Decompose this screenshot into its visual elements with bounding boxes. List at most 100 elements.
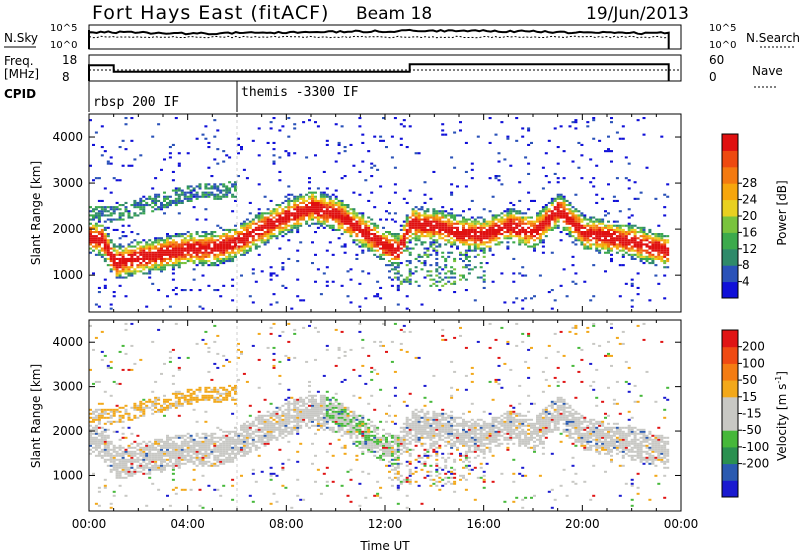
power-cell (201, 262, 205, 265)
power-cell (133, 268, 137, 271)
power-cell (228, 247, 232, 250)
power-cell (97, 291, 101, 294)
velocity-cell (183, 462, 187, 465)
power-cell (311, 208, 314, 211)
power-cell (130, 255, 134, 258)
power-cell (583, 237, 587, 240)
power-cell (257, 127, 261, 130)
power-cell (337, 220, 341, 223)
power-cell (509, 237, 513, 240)
power-cell (207, 195, 211, 198)
power-cell (201, 257, 205, 260)
power-cell (408, 241, 412, 244)
power-cell (506, 216, 510, 219)
power-cell (462, 220, 465, 223)
velocity-cell (189, 440, 193, 443)
power-cell (577, 220, 581, 223)
power-cell (411, 222, 415, 225)
power-cell (388, 270, 391, 273)
power-cell (547, 226, 551, 229)
power-cell (379, 218, 383, 221)
power-cell (435, 220, 439, 223)
power-cell (106, 239, 110, 242)
power-cell (627, 162, 631, 165)
power-cell (168, 305, 172, 308)
velocity-cell (142, 398, 146, 401)
power-cell (272, 162, 276, 165)
velocity-cell (311, 420, 314, 423)
velocity-cell (115, 408, 119, 411)
power-cell (115, 264, 119, 267)
velocity-cell (177, 402, 181, 405)
velocity-cell (112, 494, 116, 497)
power-cell (621, 241, 625, 244)
power-cell (639, 247, 643, 250)
power-cell (278, 233, 282, 236)
power-cell (370, 243, 374, 246)
power-cell (435, 210, 439, 213)
velocity-cell (163, 468, 166, 471)
power-cell (325, 214, 329, 217)
power-cell (482, 243, 486, 246)
power-cell (373, 228, 377, 231)
power-cell (414, 237, 418, 240)
power-cell (524, 233, 528, 236)
power-cell (482, 222, 486, 225)
velocity-cell (112, 430, 116, 433)
power-cell (405, 216, 409, 219)
power-cell (399, 243, 403, 246)
power-cell (293, 206, 297, 209)
power-cell (180, 289, 184, 292)
power-cell (390, 135, 394, 138)
power-cell (231, 193, 235, 196)
power-cell (124, 206, 128, 209)
power-cell (302, 201, 306, 204)
velocity-cell (287, 406, 291, 409)
power-cell (462, 253, 465, 256)
power-cell (396, 276, 400, 279)
power-cell (583, 224, 587, 227)
power-cell (533, 224, 536, 227)
velocity-cell (92, 420, 95, 423)
velocity-cell (222, 448, 226, 451)
velocity-cell (204, 452, 208, 455)
power-cell (361, 212, 365, 215)
power-cell (174, 233, 178, 236)
power-cell (148, 253, 152, 256)
velocity-cell (154, 446, 158, 449)
power-cell (139, 245, 143, 248)
power-cell (423, 210, 427, 213)
power-cell (213, 247, 217, 250)
power-cell (201, 193, 205, 196)
power-cell (639, 231, 643, 234)
velocity-cell (328, 404, 332, 407)
power-cell (118, 214, 122, 217)
power-cell (305, 156, 309, 159)
velocity-cell (151, 408, 155, 411)
velocity-cell (139, 470, 143, 473)
velocity-cell (163, 444, 166, 447)
power-cell (435, 280, 439, 283)
power-cell (482, 241, 486, 244)
power-cell (497, 220, 501, 223)
velocity-cell (142, 460, 146, 463)
power-cell (302, 208, 306, 211)
velocity-cell (142, 452, 146, 455)
power-cell (604, 214, 607, 217)
power-cell (385, 251, 388, 254)
power-cell (302, 206, 306, 209)
power-cell (479, 276, 483, 279)
power-cell (444, 214, 448, 217)
power-cell (447, 218, 451, 221)
power-cell (245, 224, 249, 227)
power-cell (248, 220, 252, 223)
power-cell (414, 212, 418, 215)
power-cell (630, 253, 634, 256)
power-cell (281, 284, 285, 287)
power-cell (426, 210, 430, 213)
velocity-cell (281, 410, 285, 413)
velocity-cell (177, 434, 181, 437)
nsearch-tick-bottom: 10^0 (709, 40, 736, 51)
power-cell (562, 204, 566, 207)
power-cell (509, 233, 513, 236)
